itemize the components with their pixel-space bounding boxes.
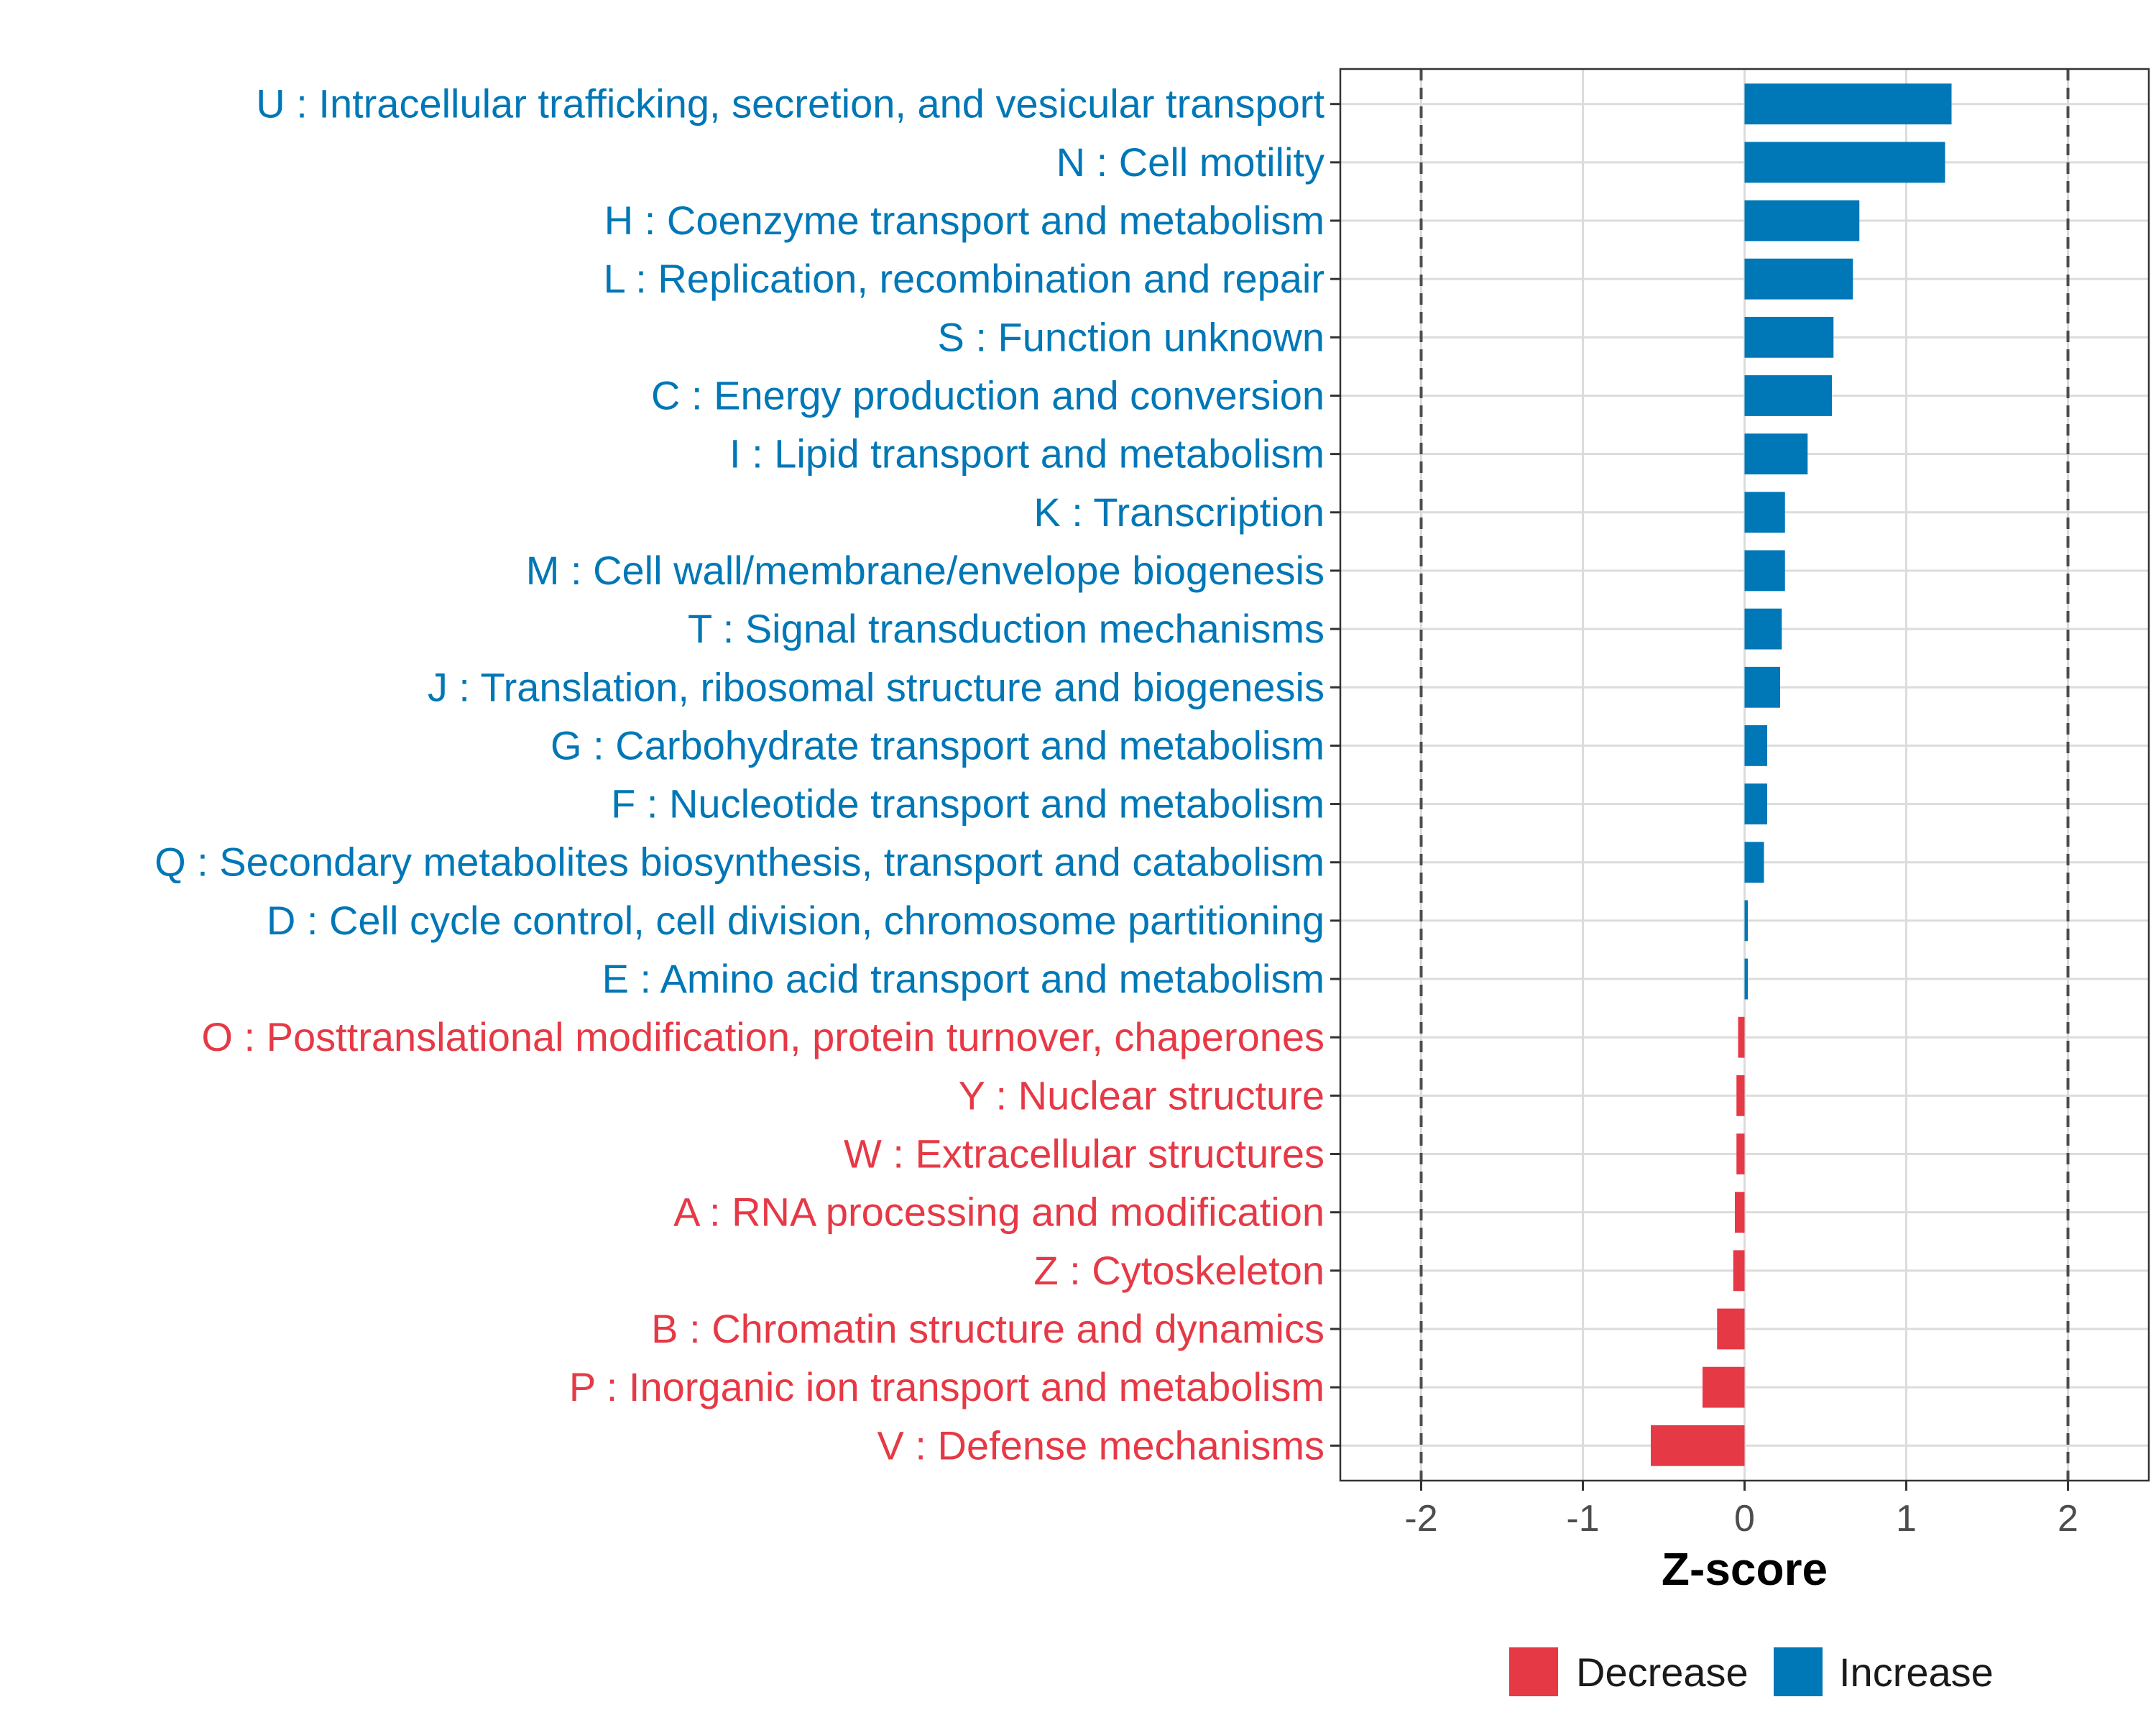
category-label: C : Energy production and conversion <box>651 372 1325 418</box>
category-label: D : Cell cycle control, cell division, c… <box>267 898 1325 943</box>
y-ticks: U : Intracellular trafficking, secretion… <box>155 81 1340 1468</box>
bar <box>1651 1425 1745 1466</box>
legend-key <box>1509 1647 1558 1696</box>
x-tick-label: 2 <box>2058 1498 2078 1540</box>
bar <box>1717 1308 1745 1350</box>
x-ticks: -2 -1 0 1 2 <box>1404 1481 2078 1540</box>
category-label: A : RNA processing and modification <box>673 1190 1325 1235</box>
bar <box>1744 725 1767 766</box>
bar <box>1744 958 1748 1000</box>
category-label: B : Chromatin structure and dynamics <box>651 1306 1325 1351</box>
bar <box>1744 83 1952 125</box>
bar <box>1703 1366 1745 1408</box>
category-label: L : Replication, recombination and repai… <box>604 256 1325 301</box>
bar <box>1744 375 1832 416</box>
legend-key <box>1774 1647 1823 1696</box>
bar <box>1744 433 1808 475</box>
bar <box>1744 550 1785 592</box>
category-label: J : Translation, ribosomal structure and… <box>428 664 1325 709</box>
bar <box>1744 200 1860 242</box>
bar <box>1744 316 1834 358</box>
category-label: K : Transcription <box>1033 489 1325 535</box>
category-label: N : Cell motility <box>1056 139 1325 185</box>
category-label: P : Inorganic ion transport and metaboli… <box>569 1364 1325 1409</box>
x-axis-title: Z-score <box>1662 1543 1828 1595</box>
category-label: W : Extracellular structures <box>844 1131 1325 1177</box>
x-tick-label: -1 <box>1566 1498 1599 1540</box>
category-label: O : Posttranslational modification, prot… <box>201 1014 1325 1059</box>
category-label: F : Nucleotide transport and metabolism <box>611 781 1325 827</box>
legend: Decrease Increase <box>1509 1647 1994 1696</box>
category-label: T : Signal transduction mechanisms <box>688 606 1325 651</box>
bars <box>1651 83 1952 1466</box>
category-label: Q : Secondary metabolites biosynthesis, … <box>155 840 1325 885</box>
reference-lines <box>1419 69 2070 1481</box>
category-label: M : Cell wall/membrane/envelope biogenes… <box>526 548 1325 593</box>
bar <box>1744 842 1764 883</box>
x-tick-label: 1 <box>1896 1498 1917 1540</box>
category-label: Y : Nuclear structure <box>959 1072 1325 1118</box>
category-label: V : Defense mechanisms <box>877 1422 1325 1468</box>
bar <box>1744 492 1785 533</box>
bar <box>1744 900 1748 942</box>
bar <box>1744 142 1945 183</box>
bar <box>1736 1075 1745 1116</box>
bar <box>1744 666 1780 708</box>
bar <box>1738 1016 1745 1058</box>
bar <box>1744 608 1782 650</box>
bar <box>1744 783 1767 824</box>
legend-label: Increase <box>1839 1650 1994 1695</box>
bar <box>1735 1192 1745 1233</box>
category-label: E : Amino acid transport and metabolism <box>602 956 1325 1001</box>
bar <box>1736 1133 1745 1174</box>
legend-label: Decrease <box>1576 1650 1749 1695</box>
bar <box>1733 1250 1745 1292</box>
bar <box>1744 258 1853 300</box>
x-tick-label: -2 <box>1404 1498 1437 1540</box>
category-label: H : Coenzyme transport and metabolism <box>604 198 1325 243</box>
category-label: I : Lipid transport and metabolism <box>729 431 1325 477</box>
category-label: Z : Cytoskeleton <box>1033 1248 1325 1293</box>
category-label: U : Intracellular trafficking, secretion… <box>256 81 1325 126</box>
x-tick-label: 0 <box>1734 1498 1755 1540</box>
category-label: G : Carbohydrate transport and metabolis… <box>550 722 1325 768</box>
category-label: S : Function unknown <box>937 314 1325 359</box>
